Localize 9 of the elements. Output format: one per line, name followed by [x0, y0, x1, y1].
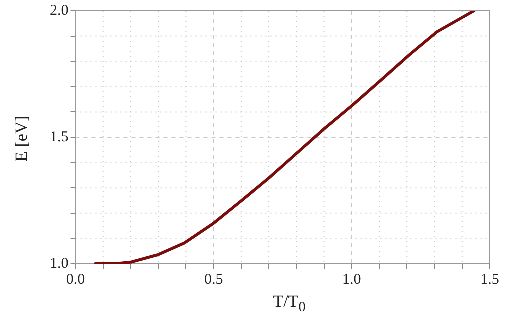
y-tick-label: 2.0 [50, 2, 69, 19]
x-axis-title: T/T$_{0}$ [272, 292, 307, 316]
x-tick-label: 1.5 [480, 272, 500, 288]
y-tick-label: 1.5 [50, 129, 69, 146]
y-tick-label: 1.0 [50, 256, 69, 272]
y-axis-title: E [eV] [12, 116, 32, 162]
x-tick-label: 0.0 [66, 272, 86, 288]
x-tick-label: 0.5 [204, 272, 224, 288]
x-tick-label: 1.0 [342, 272, 362, 288]
